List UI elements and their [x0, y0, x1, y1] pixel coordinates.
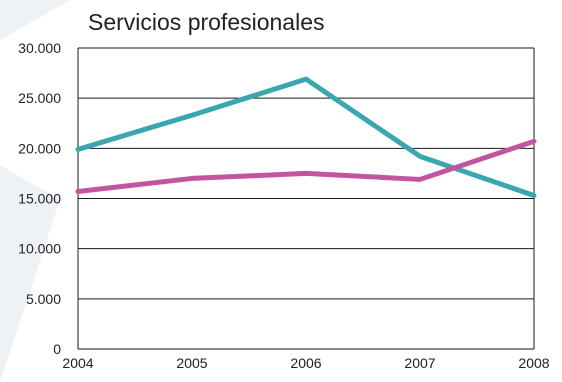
- chart-title: Servicios profesionales: [88, 9, 325, 35]
- x-tick-label: 2005: [176, 355, 207, 371]
- x-tick-label: 2007: [404, 355, 435, 371]
- background-shape: [0, 165, 60, 382]
- x-tick-label: 2006: [290, 355, 321, 371]
- series-group: [75, 76, 537, 198]
- y-tick-label: 20.000: [18, 140, 61, 156]
- series-line-2: [75, 138, 537, 194]
- y-tick-label: 10.000: [18, 241, 61, 257]
- x-tick-label: 2008: [518, 355, 549, 371]
- y-tick-label: 30.000: [18, 40, 61, 56]
- y-tick-label: 25.000: [18, 90, 61, 106]
- x-axis: 2004 2005 2006 2007 2008: [62, 355, 549, 371]
- y-tick-label: 0: [53, 341, 61, 357]
- grid: [77, 47, 535, 350]
- y-axis: 0 5.000 10.000 15.000 20.000 25.000 30.000: [18, 40, 61, 357]
- series-line-1: [75, 76, 537, 198]
- x-tick-label: 2004: [62, 355, 93, 371]
- y-tick-label: 15.000: [18, 191, 61, 207]
- y-tick-label: 5.000: [26, 291, 61, 307]
- background-shape-top: [0, 0, 70, 40]
